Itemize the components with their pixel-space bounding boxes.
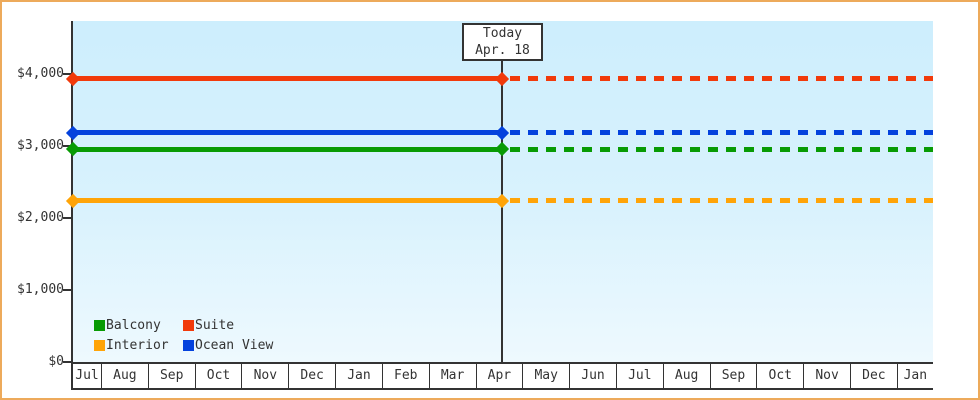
y-axis-tick: [63, 288, 72, 291]
x-axis-month-apr-9: Apr: [477, 364, 524, 388]
y-axis-label: $1,000: [17, 281, 64, 297]
x-axis-month-jan-18: Jan: [903, 368, 928, 383]
x-axis-month-sep-14: Sep: [711, 364, 758, 388]
x-axis-month-jul-12: Jul: [617, 364, 664, 388]
y-axis-label: $2,000: [17, 209, 64, 225]
x-axis-month-jun-11: Jun: [570, 364, 617, 388]
x-axis-month-aug-1: Aug: [102, 364, 149, 388]
legend-swatch-icon: [94, 319, 105, 331]
series-line-solid-balcony: [73, 146, 502, 152]
legend-row: Interior Ocean View: [94, 335, 273, 355]
x-axis-month-nov-4: Nov: [242, 364, 290, 388]
series-line-dashed-balcony: [510, 146, 933, 152]
x-axis-month-oct-15: Oct: [757, 364, 805, 388]
today-label: Today: [482, 26, 523, 41]
legend-label: Balcony: [106, 317, 161, 333]
series-line-dashed-suite: [510, 76, 933, 82]
y-axis-tick: [63, 216, 72, 219]
today-date-label: Apr. 18: [475, 43, 530, 58]
y-axis-label: $0: [48, 354, 64, 369]
legend-item-ocean-view: Ocean View: [183, 338, 273, 353]
series-line-solid-interior: [73, 198, 502, 204]
x-axis-month-sep-2: Sep: [149, 364, 196, 388]
x-axis-month-jan-6: Jan: [336, 364, 383, 388]
x-axis-month-row: Jul Aug Sep Oct Nov Dec Jan Feb Mar Apr May Jun Jul A…: [71, 362, 933, 390]
chart-legend: Balcony Suite Interior Ocean View: [94, 315, 273, 355]
y-axis-label: $3,000: [17, 137, 64, 153]
legend-label: Interior: [106, 337, 169, 353]
x-axis-month-oct-3: Oct: [196, 364, 243, 388]
legend-label: Suite: [195, 317, 235, 333]
legend-label: Ocean View: [195, 337, 274, 353]
legend-item-suite: Suite: [183, 318, 234, 333]
legend-swatch-icon: [183, 319, 194, 331]
x-axis-month-jul-0: Jul: [73, 364, 102, 388]
x-axis-month-may-10: May: [523, 364, 571, 388]
x-axis-month-dec-17: Dec: [851, 364, 898, 388]
x-axis-month-dec-5: Dec: [289, 364, 337, 388]
y-axis-tick: [63, 361, 72, 363]
y-axis: [71, 21, 73, 364]
legend-swatch-icon: [183, 339, 194, 351]
legend-item-interior: Interior: [94, 338, 183, 353]
x-axis-month-mar-8: Mar: [430, 364, 477, 388]
today-annotation-box: Today Apr. 18: [462, 23, 543, 61]
today-vertical-line: [501, 61, 503, 364]
series-line-dashed-ocean-view: [510, 130, 933, 136]
x-axis-month-nov-16: Nov: [804, 364, 851, 388]
series-line-solid-suite: [73, 76, 502, 82]
x-axis-month-feb-7: Feb: [383, 364, 430, 388]
series-line-solid-ocean-view: [73, 130, 502, 136]
legend-item-balcony: Balcony: [94, 318, 183, 333]
x-axis-month-aug-13: Aug: [664, 364, 711, 388]
legend-row: Balcony Suite: [94, 315, 273, 335]
y-axis-tick: [63, 72, 72, 75]
y-axis-label: $4,000: [17, 65, 64, 81]
legend-swatch-icon: [94, 339, 105, 351]
series-line-dashed-interior: [510, 198, 933, 204]
